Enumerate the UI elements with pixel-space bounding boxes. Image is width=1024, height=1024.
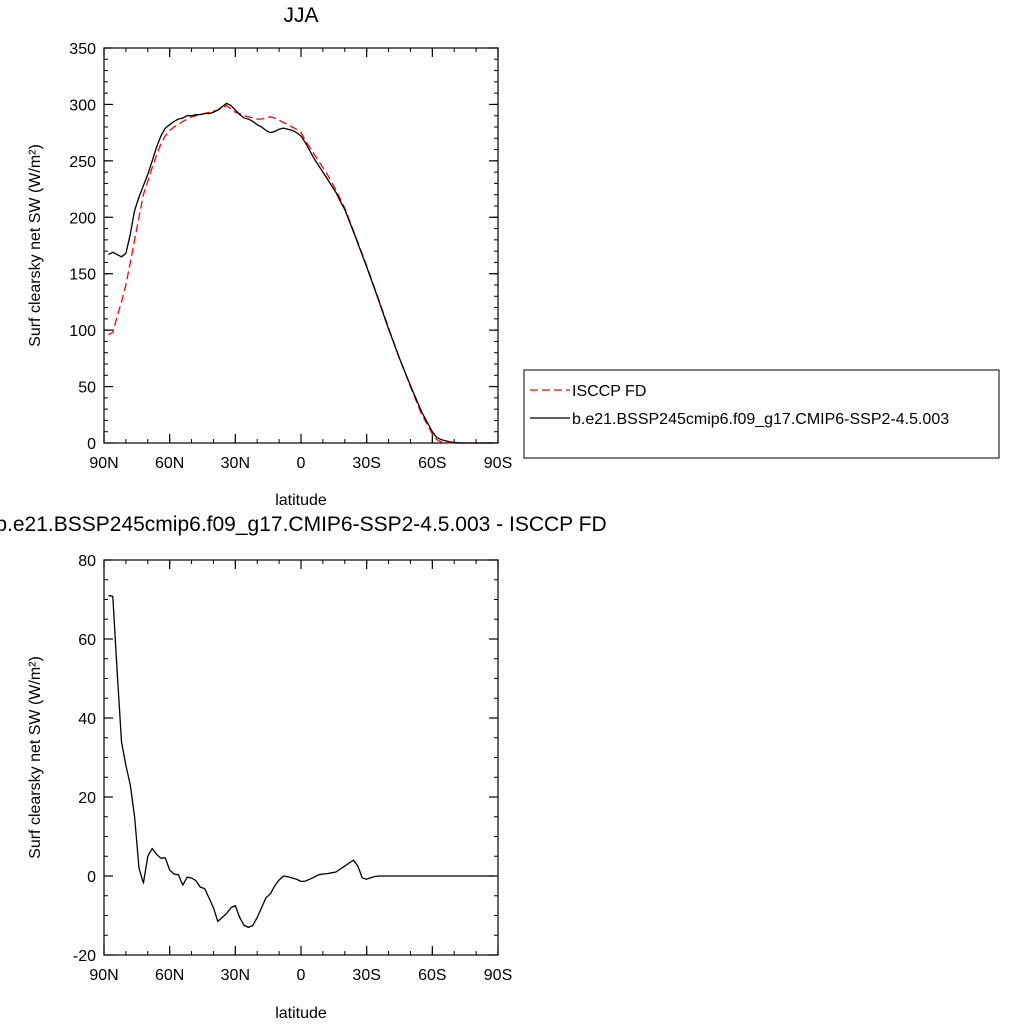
series-line [108,102,494,444]
y-tick-label: 0 [87,869,96,886]
x-tick-label: 30S [352,967,380,984]
series-line [108,594,494,929]
x-tick-label: 0 [297,455,306,472]
y-tick-label: 40 [78,711,96,728]
x-tick-label: 0 [297,967,306,984]
x-tick-label: 90S [484,455,512,472]
y-tick-label: 20 [78,790,96,807]
x-tick-label: 90N [89,967,118,984]
x-tick-label: 60N [155,967,184,984]
plot-frame [103,47,499,444]
chart-legend: ISCCP FD b.e21.BSSP245cmip6.f09_g17.CMIP6… [523,369,1000,459]
legend-entry: ISCCP FD [572,383,646,400]
plot-frame [103,559,499,956]
y-tick-label: 350 [69,41,96,58]
x-tick-label: 60N [155,455,184,472]
x-axis-label: latitude [275,492,327,509]
chart-title: JJA [283,4,318,27]
y-tick-label: 100 [69,323,96,340]
chart-title: b.e21.BSSP245cmip6.f09_g17.CMIP6-SSP2-4.… [0,513,607,536]
y-tick-label: 250 [69,154,96,171]
y-tick-label: 50 [78,380,96,397]
x-tick-label: 30N [221,455,250,472]
y-axis-label: Surf clearsky net SW (W/m²) [27,656,44,859]
y-tick-label: 300 [69,97,96,114]
legend-box [523,369,1000,459]
y-tick-label: 150 [69,267,96,284]
y-tick-label: -20 [73,948,96,965]
x-axis-label: latitude [275,1005,327,1022]
difference-chart-panel: 90N 60N 30N 0 30S 60S 90S -20 0 20 40 60 80 b.e21.BSS… [0,513,607,1022]
y-tick-label: 80 [78,553,96,570]
x-tick-label: 60S [418,455,446,472]
x-tick-label: 60S [418,967,446,984]
top-chart-panel: 90N 60N 30N 0 30S 60S 90S 0 50 100 150 200 250 300 350… [27,4,512,509]
x-tick-label: 30S [352,455,380,472]
series-line [108,104,494,444]
legend-entry: b.e21.BSSP245cmip6.f09_g17.CMIP6-SSP2-4.… [572,411,949,428]
y-tick-label: 200 [69,210,96,227]
y-tick-label: 60 [78,632,96,649]
x-tick-label: 30N [221,967,250,984]
x-tick-label: 90S [484,967,512,984]
y-axis-label: Surf clearsky net SW (W/m²) [27,144,44,347]
x-tick-label: 90N [89,455,118,472]
y-tick-label: 0 [87,436,96,453]
